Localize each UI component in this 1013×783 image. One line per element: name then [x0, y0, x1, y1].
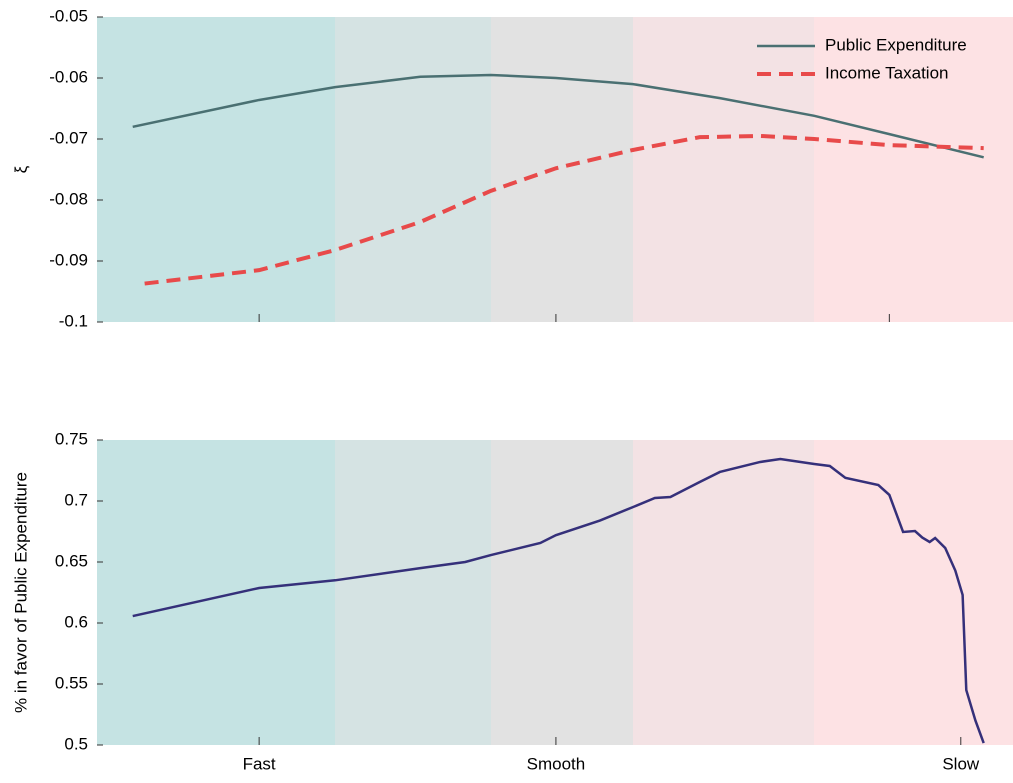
y-tick-label: -0.05: [49, 6, 88, 25]
x-tick-label: Fast: [243, 754, 276, 773]
y-tick-label: -0.07: [49, 128, 88, 147]
background-band: [97, 17, 335, 322]
y-tick-label: 0.5: [64, 734, 88, 753]
y-tick-label: -0.1: [59, 311, 88, 330]
background-band: [335, 440, 491, 745]
y-tick-label: -0.08: [49, 189, 88, 208]
y-tick-label: 0.75: [55, 429, 88, 448]
line: [144, 133, 984, 286]
y-tick-label: 0.6: [64, 612, 88, 631]
background-band: [814, 440, 1013, 745]
y-axis-label: ξ: [11, 165, 30, 173]
legend-label: Income Taxation: [825, 63, 948, 82]
y-tick-label: -0.09: [49, 250, 88, 269]
line: [132, 457, 985, 744]
line: [132, 73, 984, 159]
x-tick-label: Smooth: [527, 754, 586, 773]
y-tick-label: 0.65: [55, 551, 88, 570]
background-band: [491, 440, 633, 745]
background-band: [335, 17, 491, 322]
background-band: [814, 17, 1013, 322]
x-tick-label: Slow: [942, 754, 980, 773]
y-axis-label: % in favor of Public Expenditure: [11, 472, 30, 713]
y-tick-label: 0.55: [55, 673, 88, 692]
legend-label: Public Expenditure: [825, 35, 967, 54]
background-band: [97, 440, 335, 745]
background-band: [633, 17, 814, 322]
y-tick-label: -0.06: [49, 67, 88, 86]
background-band: [491, 17, 633, 322]
y-tick-label: 0.7: [64, 490, 88, 509]
background-band: [633, 440, 814, 745]
